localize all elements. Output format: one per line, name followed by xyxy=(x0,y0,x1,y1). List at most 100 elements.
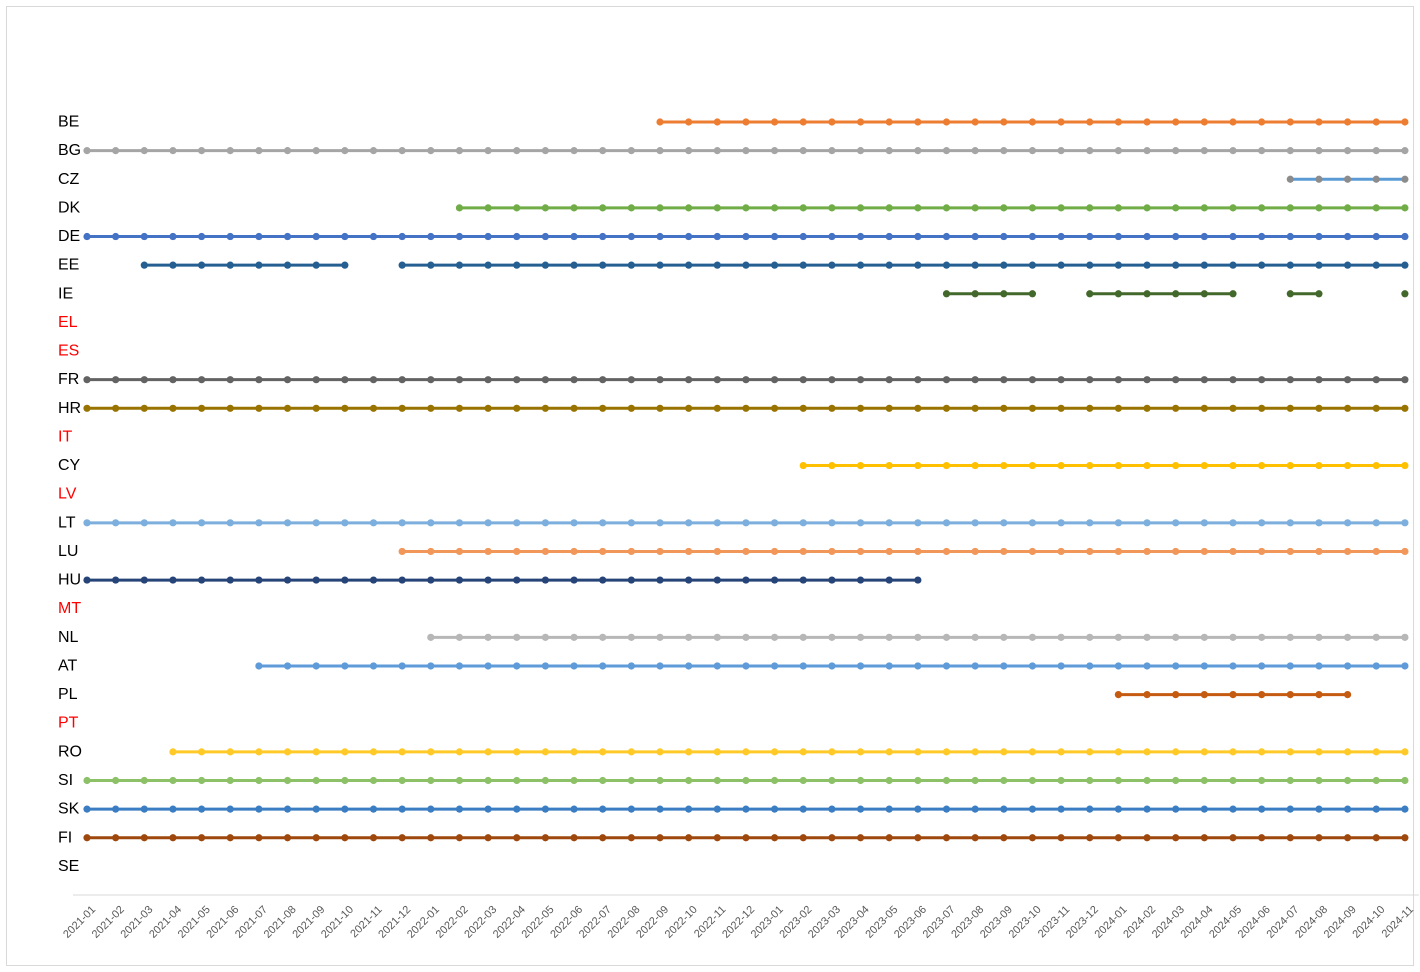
data-point xyxy=(1258,147,1266,155)
data-point xyxy=(1143,261,1151,269)
data-point xyxy=(599,805,607,813)
data-point xyxy=(971,204,979,212)
data-point xyxy=(914,147,922,155)
data-point xyxy=(341,519,349,527)
data-point xyxy=(1114,147,1122,155)
data-point xyxy=(942,404,951,412)
data-point xyxy=(599,576,607,584)
data-point xyxy=(1258,748,1266,756)
data-point xyxy=(455,147,464,155)
country-label-de: DE xyxy=(58,228,80,245)
data-point xyxy=(1315,834,1323,842)
data-point xyxy=(455,576,464,584)
country-label-es: ES xyxy=(58,343,79,360)
data-point xyxy=(513,748,521,756)
data-point xyxy=(169,776,177,785)
data-point xyxy=(1172,290,1180,298)
data-point xyxy=(971,776,979,785)
data-point xyxy=(570,232,578,241)
data-point xyxy=(369,404,378,412)
data-point xyxy=(484,261,492,269)
data-point xyxy=(570,376,578,384)
data-point xyxy=(1114,404,1122,412)
data-point xyxy=(1286,776,1294,785)
country-label-mt: MT xyxy=(58,600,81,617)
data-point xyxy=(828,834,836,842)
data-point xyxy=(656,519,664,527)
data-point xyxy=(484,576,492,584)
data-point xyxy=(1000,633,1008,641)
data-point xyxy=(484,376,492,384)
data-point xyxy=(541,662,550,670)
data-point xyxy=(914,633,922,641)
data-point xyxy=(713,232,721,241)
data-point xyxy=(885,461,893,470)
data-point xyxy=(1000,547,1008,556)
data-point xyxy=(140,404,148,412)
data-point xyxy=(1286,232,1294,241)
data-point xyxy=(169,576,177,584)
data-point xyxy=(484,805,492,813)
data-point xyxy=(1286,376,1294,384)
data-point xyxy=(1172,834,1180,842)
data-point xyxy=(828,748,836,756)
data-point xyxy=(1344,691,1352,699)
data-point xyxy=(341,662,349,670)
data-point xyxy=(1372,147,1380,155)
series-sk xyxy=(83,805,1409,813)
data-point xyxy=(283,834,292,842)
data-point xyxy=(1114,748,1122,756)
data-point xyxy=(914,204,922,212)
data-point xyxy=(885,376,893,384)
data-point xyxy=(312,404,320,412)
data-point xyxy=(140,834,148,842)
data-point xyxy=(942,805,951,813)
data-point xyxy=(1229,204,1237,212)
data-point xyxy=(1200,691,1208,699)
data-point xyxy=(112,519,120,527)
data-point xyxy=(742,118,750,126)
data-point xyxy=(942,519,951,527)
data-point xyxy=(1057,147,1065,155)
data-point xyxy=(341,404,349,412)
data-point xyxy=(1200,376,1208,384)
data-point xyxy=(971,519,979,527)
data-point xyxy=(169,805,177,813)
data-point xyxy=(283,748,292,756)
data-point xyxy=(856,404,865,412)
data-point xyxy=(742,805,750,813)
data-point xyxy=(1315,691,1323,699)
data-point xyxy=(484,147,492,155)
data-point xyxy=(1200,290,1208,298)
data-point xyxy=(1258,776,1266,785)
data-point xyxy=(1344,461,1352,470)
data-point xyxy=(341,376,349,384)
data-point xyxy=(1401,118,1409,126)
data-point xyxy=(83,376,91,384)
data-point xyxy=(685,748,693,756)
data-point xyxy=(713,576,721,584)
data-point xyxy=(1258,633,1266,641)
data-point xyxy=(83,834,91,842)
data-point xyxy=(1401,147,1409,155)
series-ro xyxy=(169,748,1409,756)
data-point xyxy=(771,776,779,785)
data-point xyxy=(1401,633,1409,641)
data-point xyxy=(398,232,406,241)
data-point xyxy=(1372,461,1380,470)
data-point xyxy=(742,834,750,842)
data-point xyxy=(484,404,492,412)
data-point xyxy=(1114,805,1122,813)
data-point xyxy=(455,662,464,670)
data-point xyxy=(1229,547,1237,556)
series-dk xyxy=(455,204,1409,212)
data-point xyxy=(856,576,865,584)
data-point xyxy=(1315,261,1323,269)
data-point xyxy=(112,834,120,842)
data-point xyxy=(1028,404,1037,412)
data-point xyxy=(656,261,664,269)
data-point xyxy=(1344,633,1352,641)
data-point xyxy=(455,748,464,756)
data-point xyxy=(1372,204,1380,212)
data-point xyxy=(942,118,951,126)
